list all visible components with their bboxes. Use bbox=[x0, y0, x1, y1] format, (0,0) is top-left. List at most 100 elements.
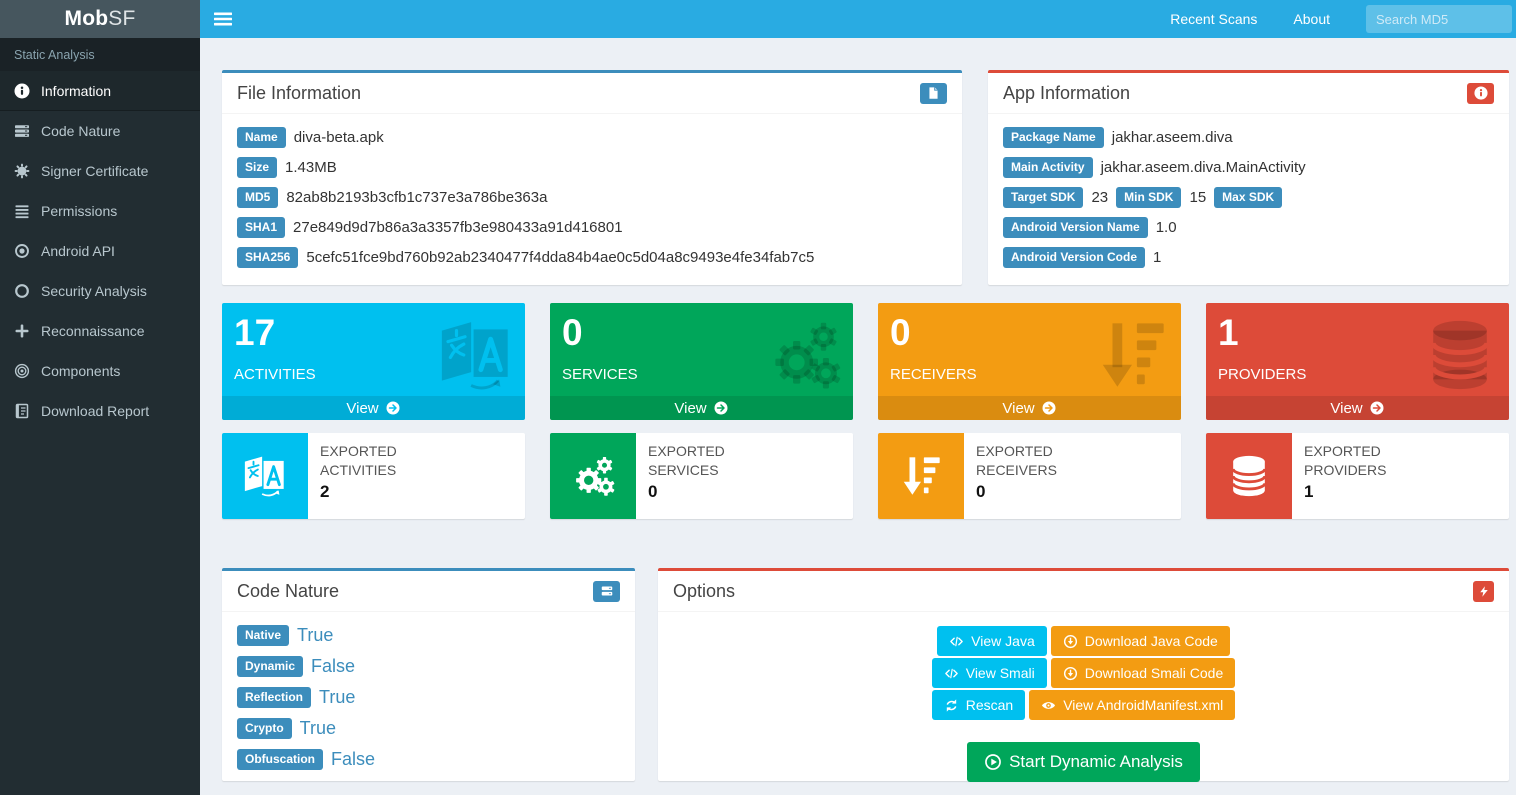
view-android-manifest-button[interactable]: View AndroidManifest.xml bbox=[1029, 690, 1236, 720]
nav-link-recent-scans[interactable]: Recent Scans bbox=[1170, 11, 1258, 27]
sidebar-item-android-api[interactable]: Android API bbox=[0, 231, 200, 271]
download-smali-code-button[interactable]: Download Smali Code bbox=[1050, 658, 1236, 688]
dynamic-value: False bbox=[311, 656, 356, 676]
view-smali-button[interactable]: View Smali bbox=[931, 658, 1047, 688]
options-button[interactable] bbox=[1473, 580, 1494, 602]
sidebar-item-permissions[interactable]: Permissions bbox=[0, 191, 200, 231]
exported-label-line1: EXPORTED bbox=[1304, 443, 1381, 459]
target-sdk-badge: Target SDK bbox=[1003, 187, 1084, 208]
file-name-value: diva-beta.apk bbox=[293, 129, 384, 146]
sidebar-item-signer-certificate[interactable]: Signer Certificate bbox=[0, 151, 200, 191]
sidebar-item-code-nature[interactable]: Code Nature bbox=[0, 111, 200, 151]
stack-icon bbox=[14, 123, 30, 139]
brand-light: SF bbox=[108, 7, 136, 30]
exported-activities-count: 2 bbox=[320, 482, 330, 501]
sidebar-item-download-report[interactable]: Download Report bbox=[0, 391, 200, 431]
search-md5-input[interactable] bbox=[1366, 5, 1512, 33]
exported-label-line2: RECEIVERS bbox=[976, 462, 1057, 478]
code-nature-row-crypto: Crypto True bbox=[237, 718, 620, 739]
sidebar-item-label: Download Report bbox=[41, 403, 150, 419]
file-size-value: 1.43MB bbox=[285, 159, 337, 176]
package-name-value: jakhar.aseem.diva bbox=[1111, 129, 1233, 146]
sidebar-toggle-button[interactable] bbox=[200, 0, 246, 38]
exported-receivers-count: 0 bbox=[976, 482, 986, 501]
rescan-button[interactable]: Rescan bbox=[931, 690, 1026, 720]
download-java-code-button[interactable]: Download Java Code bbox=[1050, 626, 1230, 656]
gears-icon bbox=[550, 433, 636, 519]
server-icon bbox=[600, 584, 614, 598]
receivers-view-link[interactable]: View bbox=[878, 396, 1181, 420]
brand-bold: Mob bbox=[64, 7, 109, 30]
app-information-title: App Information bbox=[1003, 82, 1131, 103]
code-nature-title: Code Nature bbox=[237, 580, 340, 601]
services-view-link[interactable]: View bbox=[550, 396, 853, 420]
view-label: View bbox=[1330, 399, 1363, 417]
sidebar-item-reconnaissance[interactable]: Reconnaissance bbox=[0, 311, 200, 351]
exported-providers-count: 1 bbox=[1304, 482, 1314, 501]
exported-label-line1: EXPORTED bbox=[320, 443, 397, 459]
version-code-badge: Android Version Code bbox=[1003, 247, 1146, 268]
sidebar-item-information[interactable]: Information bbox=[0, 71, 200, 111]
file-row-md5: MD5 82ab8b2193b3cfb1c737e3a786be363a bbox=[237, 187, 947, 208]
sidebar-item-security-analysis[interactable]: Security Analysis bbox=[0, 271, 200, 311]
min-sdk-badge: Min SDK bbox=[1116, 187, 1182, 208]
view-java-label: View Java bbox=[971, 633, 1035, 649]
view-manifest-label: View AndroidManifest.xml bbox=[1063, 697, 1224, 713]
file-information-button[interactable] bbox=[920, 82, 947, 104]
view-label: View bbox=[1002, 399, 1035, 417]
sha256-value: 5cefc51fce9bd760b92ab2340477f4dda84b4ae0… bbox=[306, 249, 815, 266]
target-sdk-value: 23 bbox=[1091, 189, 1109, 206]
providers-label: PROVIDERS bbox=[1218, 365, 1307, 383]
version-code-value: 1 bbox=[1153, 249, 1162, 266]
activities-view-link[interactable]: View bbox=[222, 396, 525, 420]
view-java-button[interactable]: View Java bbox=[937, 626, 1047, 656]
file-row-name: Name diva-beta.apk bbox=[237, 127, 947, 148]
info-icon bbox=[1474, 86, 1488, 100]
obfuscation-badge: Obfuscation bbox=[237, 749, 324, 770]
start-dynamic-analysis-button[interactable]: Start Dynamic Analysis bbox=[967, 742, 1200, 782]
brand-logo[interactable]: Mob SF bbox=[0, 0, 200, 38]
exported-label-line1: EXPORTED bbox=[976, 443, 1053, 459]
reflection-value: True bbox=[319, 687, 356, 707]
app-row-sdk: Target SDK 23 Min SDK 15 Max SDK bbox=[1003, 187, 1494, 208]
sidebar: Static Analysis Information Code Nature … bbox=[0, 38, 200, 795]
dynamic-badge: Dynamic bbox=[237, 656, 304, 677]
version-name-badge: Android Version Name bbox=[1003, 217, 1148, 238]
providers-stat-tile: 1 PROVIDERS View bbox=[1206, 303, 1509, 420]
services-count: 0 bbox=[562, 312, 583, 353]
sort-desc-icon bbox=[878, 433, 964, 519]
version-name-value: 1.0 bbox=[1155, 219, 1177, 236]
info-circle-icon bbox=[14, 83, 30, 99]
sidebar-item-components[interactable]: Components bbox=[0, 351, 200, 391]
activities-count: 17 bbox=[234, 312, 276, 353]
main-activity-badge: Main Activity bbox=[1003, 157, 1093, 178]
providers-view-link[interactable]: View bbox=[1206, 396, 1509, 420]
main-content: File Information Name diva-beta.apk Size… bbox=[200, 38, 1516, 795]
exported-activities-box: EXPORTED ACTIVITIES 2 bbox=[222, 433, 525, 519]
dot-circle-icon bbox=[14, 243, 30, 259]
exported-label-line2: ACTIVITIES bbox=[320, 462, 397, 478]
arrow-circle-icon bbox=[1369, 400, 1385, 416]
size-badge: Size bbox=[237, 157, 278, 178]
download-java-label: Download Java Code bbox=[1084, 633, 1218, 649]
file-information-card: File Information Name diva-beta.apk Size… bbox=[222, 70, 962, 285]
arrow-circle-icon bbox=[385, 400, 401, 416]
sidebar-item-label: Components bbox=[41, 363, 121, 379]
sidebar-item-label: Information bbox=[41, 82, 112, 99]
code-nature-row-reflection: Reflection True bbox=[237, 687, 620, 708]
app-information-button[interactable] bbox=[1467, 82, 1494, 104]
sidebar-item-label: Security Analysis bbox=[41, 283, 147, 299]
bullseye-icon bbox=[14, 363, 30, 379]
file-row-size: Size 1.43MB bbox=[237, 157, 947, 178]
md5-value: 82ab8b2193b3cfb1c737e3a786be363a bbox=[286, 189, 548, 206]
exported-receivers-box: EXPORTED RECEIVERS 0 bbox=[878, 433, 1181, 519]
exported-providers-box: EXPORTED PROVIDERS 1 bbox=[1206, 433, 1509, 519]
app-header: Mob SF Recent Scans About bbox=[0, 0, 1516, 38]
sha1-value: 27e849d9d7b86a3a3357fb3e980433a91d416801 bbox=[293, 219, 623, 236]
code-nature-button[interactable] bbox=[593, 580, 620, 602]
nav-link-about[interactable]: About bbox=[1293, 11, 1330, 27]
code-nature-row-dynamic: Dynamic False bbox=[237, 656, 620, 677]
top-navbar: Recent Scans About bbox=[200, 0, 1516, 38]
app-row-version-name: Android Version Name 1.0 bbox=[1003, 217, 1494, 238]
receivers-stat-tile: 0 RECEIVERS View bbox=[878, 303, 1181, 420]
